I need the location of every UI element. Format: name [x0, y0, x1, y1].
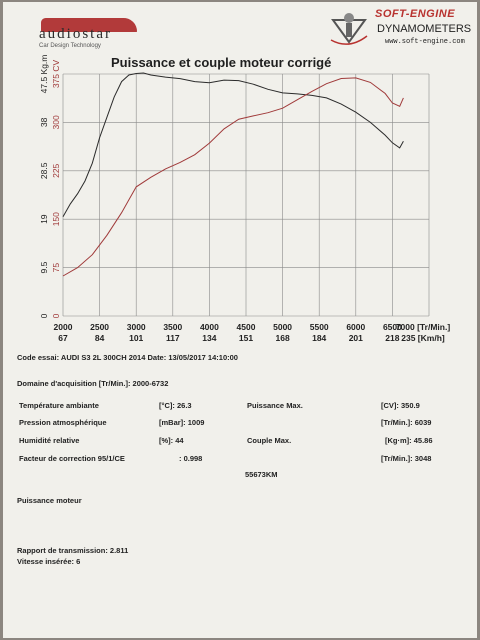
y-tick-torque: 38 — [39, 117, 49, 127]
y-tick-power: 150 — [51, 212, 61, 226]
dynamometers-label: DYNAMOMETERS — [377, 23, 472, 35]
x-tick-rpm: 3000 — [127, 322, 146, 332]
kilometrage-text: 55673KM — [245, 470, 278, 479]
temperature-label: Température ambiante — [19, 401, 99, 410]
chart-grid — [62, 73, 430, 317]
y-tick-torque: 28.5 — [39, 162, 49, 179]
vitesse-inseree-text: Vitesse insérée: 6 — [17, 557, 81, 566]
x-tick-kmh: 201 — [349, 333, 363, 343]
temperature-value: [°C]: 26.3 — [159, 401, 192, 410]
x-tick-rpm: 2500 — [90, 322, 109, 332]
puissance-max-value: [CV]: 350.9 — [381, 401, 420, 410]
y-tick-torque: 47.5 Kg.m — [39, 55, 49, 94]
y-tick-power: 300 — [51, 115, 61, 129]
x-tick-rpm: 3500 — [163, 322, 182, 332]
y-tick-power: 0 — [51, 313, 61, 318]
x-tick-rpm: 7000 [Tr/Min.] — [396, 322, 450, 332]
x-tick-kmh: 168 — [276, 333, 290, 343]
couple-max-rpm: [Tr/Min.]: 3048 — [381, 454, 432, 463]
power-curve — [62, 77, 404, 277]
domaine-acquisition-text: Domaine d'acquisition [Tr/Min.]: 2000-67… — [17, 379, 169, 388]
piston-icon — [330, 13, 368, 45]
soft-engine-logo: SOFT-ENGINE DYNAMOMETERS www.soft-engine… — [329, 6, 473, 52]
couple-max-label: Couple Max. — [247, 436, 292, 445]
y-tick-power: 225 — [51, 163, 61, 177]
pression-label: Pression atmosphérique — [19, 418, 107, 427]
soft-engine-brand: SOFT-ENGINE — [375, 8, 456, 20]
x-tick-kmh: 235 [Km/h] — [401, 333, 445, 343]
audiostar-logo-mark — [41, 18, 137, 32]
chart-title: Puissance et couple moteur corrigé — [111, 55, 332, 70]
y-tick-torque: 19 — [39, 214, 49, 224]
x-tick-rpm: 6500 — [383, 322, 402, 332]
x-tick-kmh: 67 — [58, 333, 68, 343]
y-tick-torque: 0 — [39, 313, 49, 318]
x-tick-rpm: 4000 — [200, 322, 219, 332]
x-tick-kmh: 101 — [129, 333, 143, 343]
y-tick-torque: 9.5 — [39, 261, 49, 273]
facteur-correction-label: Facteur de correction 95/1/CE — [19, 454, 125, 463]
puissance-moteur-text: Puissance moteur — [17, 496, 82, 505]
y-tick-power: 75 — [51, 263, 61, 273]
code-essai-text: Code essai: AUDI S3 2L 300CH 2014 Date: … — [17, 353, 238, 362]
facteur-correction-value: : 0.998 — [179, 454, 203, 463]
x-tick-kmh: 84 — [95, 333, 105, 343]
audiostar-logo: audiostar Car Design Technology — [37, 10, 147, 49]
chart-ticks: 2000672500843000101350011740001344500151… — [39, 55, 450, 343]
y-tick-power: 375 CV — [51, 59, 61, 88]
x-tick-kmh: 117 — [166, 333, 180, 343]
puissance-max-label: Puissance Max. — [247, 401, 303, 410]
puissance-max-rpm: [Tr/Min.]: 6039 — [381, 418, 432, 427]
humidite-label: Humidité relative — [19, 436, 80, 445]
torque-curve — [62, 72, 404, 217]
audiostar-tagline: Car Design Technology — [39, 43, 101, 49]
pression-value: [mBar]: 1009 — [159, 418, 205, 427]
x-tick-rpm: 5500 — [310, 322, 329, 332]
dyno-report-sheet: audiostar Car Design Technology SOFT-ENG… — [3, 2, 477, 638]
x-tick-rpm: 5000 — [273, 322, 292, 332]
website-text: www.soft-engine.com — [385, 38, 465, 46]
audiostar-logo-text: audiostar — [39, 26, 112, 42]
couple-max-value: [Kg·m]: 45.86 — [385, 436, 433, 445]
rapport-transmission-text: Rapport de transmission: 2.811 — [17, 546, 129, 555]
chart-series — [62, 72, 404, 277]
x-tick-kmh: 184 — [312, 333, 326, 343]
humidite-value: [%]: 44 — [159, 436, 184, 445]
x-tick-kmh: 134 — [202, 333, 216, 343]
x-tick-kmh: 151 — [239, 333, 253, 343]
x-tick-rpm: 4500 — [237, 322, 256, 332]
dyno-chart: 2000672500843000101350011740001344500151… — [39, 55, 450, 343]
x-tick-rpm: 2000 — [54, 322, 73, 332]
x-tick-rpm: 6000 — [346, 322, 365, 332]
x-tick-kmh: 218 — [385, 333, 399, 343]
